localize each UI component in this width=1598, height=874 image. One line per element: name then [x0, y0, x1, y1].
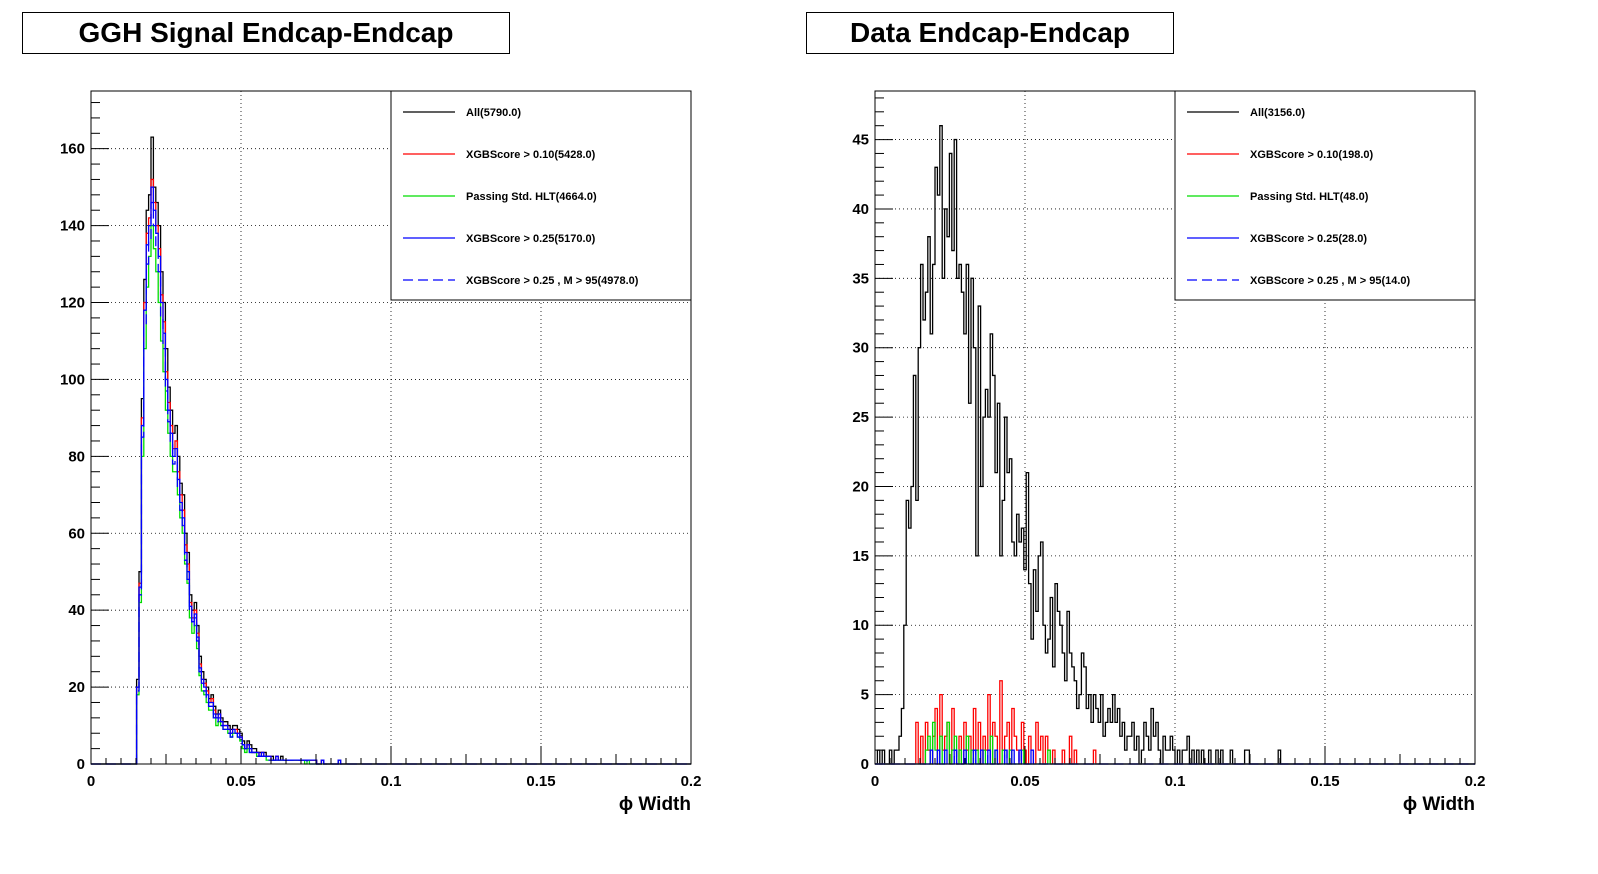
y-tick-label: 40: [68, 602, 85, 619]
x-tick-label: 0.05: [1010, 773, 1039, 790]
y-tick-label: 160: [60, 141, 85, 158]
x-tick-label: 0.1: [381, 773, 402, 790]
x-tick-label: 0: [871, 773, 879, 790]
y-tick-label: 100: [60, 371, 85, 388]
y-axis: 0 20 40 60 80 100 120 140 160: [60, 102, 109, 773]
legend-label: XGBScore > 0.25 , M > 95(4978.0): [466, 275, 639, 287]
y-tick-label: 5: [861, 687, 869, 704]
legend-label: All(5790.0): [466, 107, 521, 119]
legend-label: Passing Std. HLT(48.0): [1250, 191, 1369, 203]
x-tick-label: 0: [87, 773, 95, 790]
x-axis-title: ϕ Width: [1403, 794, 1475, 815]
legend-label: XGBScore > 0.25 , M > 95(14.0): [1250, 275, 1411, 287]
y-tick-label: 35: [852, 270, 869, 287]
y-tick-label: 20: [68, 679, 85, 696]
y-tick-label: 0: [861, 756, 869, 773]
histogram-plot-data: 0 0.05 0.1 0.15 0.2 ϕ Width 0 5 10 15 20 25 30 35 40 45…: [852, 90, 1486, 815]
x-axis: 0 0.05 0.1 0.15 0.2 ϕ Width: [871, 746, 1486, 815]
legend: All(5790.0) XGBScore > 0.10(5428.0) Passin…: [390, 90, 692, 301]
legend-label: All(3156.0): [1250, 107, 1305, 119]
x-tick-label: 0.15: [526, 773, 555, 790]
y-tick-label: 140: [60, 218, 85, 235]
y-tick-label: 40: [852, 201, 869, 218]
y-tick-label: 45: [852, 132, 869, 149]
chart-title-signal: GGH Signal Endcap-Endcap: [22, 12, 510, 54]
legend-label: XGBScore > 0.25(5170.0): [466, 233, 596, 245]
legend-label: Passing Std. HLT(4664.0): [466, 191, 597, 203]
chart-panel-signal: GGH Signal Endcap-Endcap 0 0.05 0.1 0.15 0.2…: [22, 12, 702, 815]
legend: All(3156.0) XGBScore > 0.10(198.0) Passing…: [1174, 90, 1476, 301]
x-tick-label: 0.2: [681, 773, 702, 790]
y-tick-label: 10: [852, 617, 869, 634]
chart-title-data: Data Endcap-Endcap: [806, 12, 1174, 54]
y-tick-label: 120: [60, 295, 85, 312]
y-tick-label: 15: [852, 548, 869, 565]
legend-label: XGBScore > 0.25(28.0): [1250, 233, 1367, 245]
y-tick-label: 20: [852, 478, 869, 495]
chart-panel-data: Data Endcap-Endcap 0 0.05 0.1 0.15 0.2 ϕ Widt…: [784, 0, 1583, 874]
x-tick-label: 0.05: [226, 773, 255, 790]
x-tick-label: 0.1: [1165, 773, 1186, 790]
x-tick-label: 0.2: [1465, 773, 1486, 790]
x-axis-title: ϕ Width: [619, 794, 691, 815]
y-tick-label: 80: [68, 448, 85, 465]
y-tick-label: 25: [852, 409, 869, 426]
y-tick-label: 0: [77, 756, 85, 773]
legend-label: XGBScore > 0.10(198.0): [1250, 149, 1374, 161]
legend-label: XGBScore > 0.10(5428.0): [466, 149, 596, 161]
y-tick-label: 60: [68, 525, 85, 542]
x-tick-label: 0.15: [1310, 773, 1339, 790]
y-axis: 0 5 10 15 20 25 30 35 40 45: [852, 97, 893, 773]
y-tick-label: 30: [852, 340, 869, 357]
histogram-plot-signal: 0 0.05 0.1 0.15 0.2 ϕ Width 0 20 40 60 80 100 120 140…: [60, 90, 702, 815]
x-axis: 0 0.05 0.1 0.15 0.2 ϕ Width: [87, 746, 702, 815]
